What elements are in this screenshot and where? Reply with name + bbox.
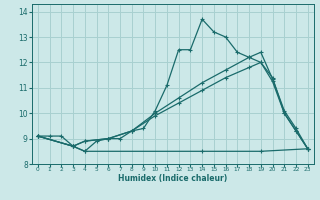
X-axis label: Humidex (Indice chaleur): Humidex (Indice chaleur) bbox=[118, 174, 228, 183]
